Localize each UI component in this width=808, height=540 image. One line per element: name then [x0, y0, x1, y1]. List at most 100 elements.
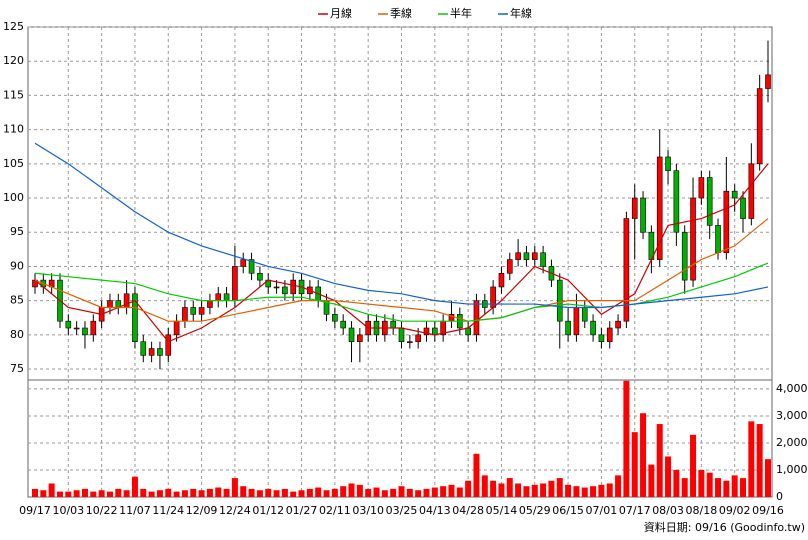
x-tick-label: 01/27: [286, 504, 318, 517]
candle-body: [415, 334, 421, 342]
candle-body: [332, 314, 338, 322]
y-tick-label: 110: [3, 123, 24, 136]
volume-bar: [456, 487, 463, 497]
legend-label: 年線: [510, 6, 532, 20]
volume-bar: [448, 484, 455, 497]
legend: 月線 季線 半年 年線: [318, 6, 532, 20]
y-tick-label: 90: [10, 259, 24, 272]
volume-bar: [548, 480, 555, 497]
candle-body: [465, 327, 471, 336]
candle-body: [348, 327, 355, 342]
volume-bar: [248, 488, 255, 497]
volume-bar: [198, 490, 205, 497]
x-tick-label: 03/10: [352, 504, 384, 517]
candle-body: [173, 320, 180, 336]
volume-bar: [56, 491, 63, 497]
volume-bar: [731, 475, 738, 497]
y-tick-label: 100: [3, 191, 24, 204]
candle-body: [573, 307, 580, 336]
volume-bar: [598, 484, 605, 497]
x-tick-label: 03/25: [386, 504, 418, 517]
volume-bar: [715, 478, 722, 497]
volume-bar: [331, 488, 338, 497]
candle-body: [640, 197, 646, 233]
volume-bar: [65, 491, 72, 497]
volume-bar: [590, 486, 597, 497]
volume-bar: [748, 421, 755, 497]
y2-tick-label: 4,000: [776, 382, 808, 395]
volume-bar: [631, 432, 638, 497]
ma-line: [34, 163, 769, 343]
candle-body: [765, 74, 771, 89]
volume-bar: [90, 491, 97, 497]
volume-bar: [123, 490, 130, 497]
volume-bar: [323, 490, 330, 497]
candle-body: [656, 156, 663, 260]
candle-body: [123, 293, 130, 308]
candle-body: [756, 88, 763, 165]
candle-body: [623, 218, 630, 322]
y-tick-label: 80: [10, 328, 24, 341]
candle-body: [432, 327, 438, 336]
volume-bar: [523, 486, 530, 497]
volume-bar: [415, 490, 422, 497]
candle-body: [157, 348, 163, 356]
volume-bar: [681, 478, 688, 497]
candle-body: [748, 163, 755, 219]
candle-body: [606, 327, 613, 342]
volume-bar: [115, 488, 122, 497]
volume-bar: [473, 453, 480, 497]
candle-body: [681, 231, 688, 281]
volume-bar: [32, 488, 38, 497]
candle-body: [698, 177, 705, 199]
volume-bar: [740, 478, 747, 497]
x-tick-label: 09/02: [719, 504, 751, 517]
x-tick-label: 12/24: [219, 504, 251, 517]
volume-bar: [540, 483, 547, 497]
x-tick-label: 11/07: [119, 504, 151, 517]
candle-body: [165, 334, 172, 356]
volume-bar: [148, 491, 155, 497]
candle-body: [340, 320, 346, 329]
volume-bar: [40, 490, 47, 497]
candle-body: [290, 279, 297, 295]
candle-body: [232, 266, 238, 301]
candle-body: [706, 177, 713, 226]
candle-body: [598, 334, 605, 342]
volume-bar: [281, 488, 288, 497]
volume-bar: [615, 475, 622, 497]
y-tick-label: 125: [3, 20, 24, 33]
candle-body: [82, 327, 88, 336]
volume-bar: [290, 491, 297, 497]
legend-label: 季線: [390, 6, 412, 20]
volume-bar: [765, 459, 771, 497]
volume-bar: [498, 483, 505, 497]
x-tick-label: 04/13: [419, 504, 451, 517]
candle-body: [198, 307, 205, 315]
volume-bar: [273, 490, 280, 497]
candle-body: [690, 197, 696, 281]
candle-body: [223, 293, 230, 301]
x-tick-label: 09/16: [752, 504, 784, 517]
volume-bar: [490, 480, 497, 497]
volume-bar: [356, 484, 363, 497]
candle-body: [148, 348, 155, 356]
volume-bar: [640, 413, 647, 497]
candle-body: [631, 197, 638, 219]
candle-body: [665, 156, 671, 171]
volume-bar: [440, 486, 447, 497]
volume-bar: [365, 488, 372, 497]
volume-bar: [398, 486, 405, 497]
volume-bar: [81, 488, 88, 497]
volume-bar: [140, 488, 147, 497]
candle-body: [248, 259, 255, 274]
candle-body: [615, 320, 621, 329]
x-tick-label: 10/22: [86, 504, 118, 517]
y2-tick-label: 3,000: [776, 409, 808, 422]
candle-body: [506, 259, 513, 274]
volume-bar: [606, 483, 613, 497]
candle-body: [723, 190, 730, 254]
candle-body: [182, 307, 188, 322]
candle-body: [540, 252, 546, 267]
